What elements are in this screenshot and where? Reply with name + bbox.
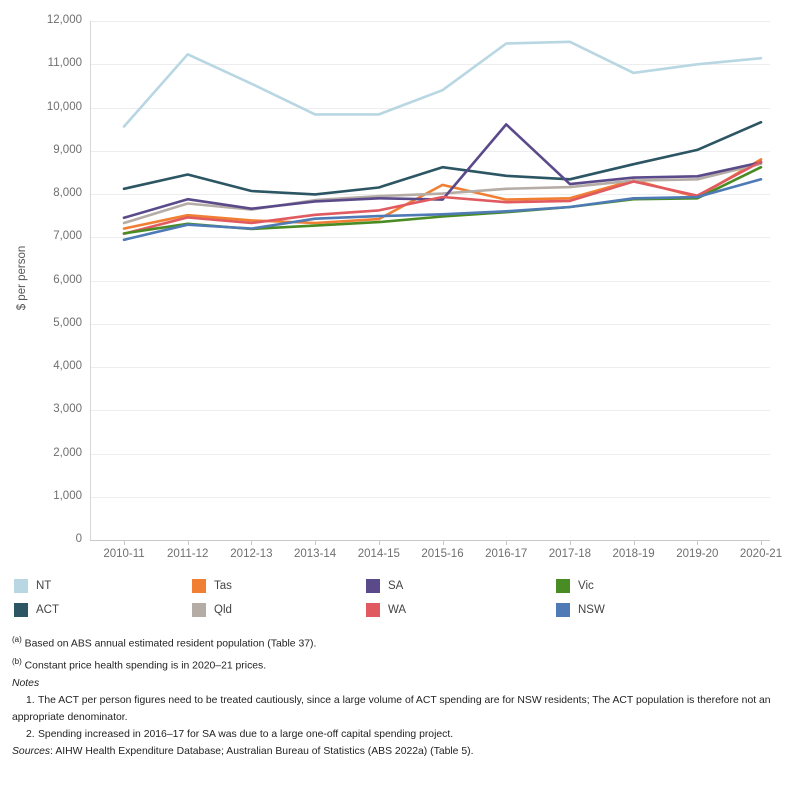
x-axis-line (90, 540, 770, 541)
x-axis-tick-mark (124, 540, 125, 545)
note-2-text: Spending increased in 2016–17 for SA was… (38, 728, 454, 740)
legend-item-sa[interactable]: SA (366, 578, 403, 594)
legend-item-qld[interactable]: Qld (192, 602, 232, 618)
x-axis-tick-label: 2020-21 (739, 548, 783, 560)
x-axis-tick-mark (569, 540, 571, 545)
y-axis-tick-label: 0 (75, 533, 82, 545)
legend-swatch-qld (192, 603, 206, 617)
x-axis-tick-label: 2016-17 (485, 548, 528, 560)
gridline (90, 410, 770, 412)
x-axis-tick-label: 2018-19 (612, 548, 655, 560)
gridline (90, 107, 770, 109)
y-axis-tick-label: 5,000 (53, 316, 82, 329)
legend-label: NSW (578, 604, 605, 616)
legend-label: SA (388, 580, 404, 592)
y-axis-tick-label: 2,000 (53, 446, 82, 459)
legend-swatch-wa (366, 603, 380, 617)
footnote-b: (b) Constant price health spending is in… (12, 654, 790, 675)
x-axis-tick-label: 2010-11 (103, 548, 145, 560)
note-2: 2. Spending increased in 2016–17 for SA w… (12, 727, 790, 743)
y-axis-tick-label: 10,000 (46, 100, 82, 113)
chart-footnotes: (a) Based on ABS annual estimated reside… (12, 632, 790, 762)
footnote-b-text: Constant price health spending is in 202… (24, 660, 267, 672)
gridline (90, 64, 770, 66)
x-axis-tick-label: 2019-20 (676, 548, 719, 560)
legend-swatch-act (14, 603, 28, 617)
x-axis-tick-label: 2015-16 (421, 548, 464, 560)
gridline (90, 367, 770, 368)
sources-text: : AIHW Health Expenditure Database; Aust… (50, 746, 474, 758)
gridline (90, 21, 770, 22)
legend-label: Tas (214, 580, 232, 592)
series-line-wa (122, 160, 763, 236)
x-axis-tick-mark (761, 540, 762, 545)
x-axis-tick-label: 2011-12 (167, 548, 209, 560)
x-axis-tick-label: 2012-13 (230, 548, 273, 560)
footnote-a: (a) Based on ABS annual estimated reside… (12, 632, 790, 653)
x-axis-tick-mark (442, 540, 444, 545)
chart-legend: NT Tas SA Vic ACT Qld WA NSW (10, 578, 710, 626)
y-axis-tick-label: 12,000 (46, 14, 82, 26)
footnote-b-marker: (b) (12, 656, 22, 666)
series-line-act (122, 120, 763, 196)
note-1: 1. The ACT per person figures need to be … (12, 693, 790, 726)
gridline (90, 453, 770, 455)
legend-item-wa[interactable]: WA (366, 602, 406, 618)
y-axis-line (90, 21, 91, 540)
legend-swatch-nsw (556, 603, 570, 617)
y-axis-tick-label: 11,000 (47, 57, 82, 70)
notes-heading: Notes (12, 677, 40, 689)
x-axis-tick-mark (633, 540, 635, 545)
legend-label: WA (388, 604, 407, 616)
x-axis-tick-mark (697, 540, 699, 545)
x-axis-tick-mark (378, 540, 380, 545)
footnote-a-marker: (a) (12, 635, 22, 644)
series-line-nt (122, 40, 763, 128)
legend-item-act[interactable]: ACT (14, 602, 59, 618)
gridline (90, 323, 770, 325)
y-axis-tick-label: 1,000 (53, 489, 82, 502)
gridline (90, 237, 770, 239)
series-line-qld (122, 162, 763, 225)
legend-item-tas[interactable]: Tas (192, 578, 232, 594)
legend-swatch-sa (366, 579, 380, 593)
line-chart: 12,000 11,000 10,000 9,000 8,000 7,000 6,000 5,… (16, 14, 783, 560)
legend-item-nsw[interactable]: NSW (556, 602, 605, 618)
legend-swatch-vic (556, 579, 570, 593)
legend-label: Qld (214, 604, 232, 616)
sources-line: Sources: AIHW Health Expenditure Databas… (12, 744, 790, 760)
x-axis-tick-mark (187, 540, 189, 545)
y-axis-tick-label: 8,000 (53, 187, 82, 199)
legend-label: ACT (36, 604, 59, 616)
series-lines (122, 40, 763, 242)
x-axis-tick-mark (315, 540, 317, 545)
legend-swatch-tas (192, 579, 206, 593)
note-2-number: 2. (26, 728, 35, 740)
x-axis-tick-mark (251, 540, 253, 545)
x-axis-tick-label: 2014-15 (357, 548, 400, 560)
series-line-nsw (122, 178, 763, 242)
x-axis-tick-mark (506, 540, 508, 545)
legend-swatch-nt (14, 579, 28, 593)
gridline (90, 150, 770, 152)
series-line-sa (122, 123, 763, 220)
note-1-text: The ACT per person figures need to be tr… (12, 695, 771, 723)
sources-label: Sources (12, 746, 51, 758)
legend-item-nt[interactable]: NT (14, 578, 51, 594)
note-1-number: 1. (26, 695, 35, 707)
y-axis-tick-label: 7,000 (53, 230, 82, 243)
gridline (90, 496, 770, 498)
y-axis-tick-label: 6,000 (53, 273, 82, 286)
x-axis-tick-label: 2017-18 (548, 548, 591, 560)
y-axis-tick-label: 9,000 (53, 143, 82, 156)
footnote-a-text: Based on ABS annual estimated resident p… (24, 638, 317, 650)
legend-label: Vic (578, 580, 594, 592)
x-axis-tick-label: 2013-14 (293, 548, 337, 560)
legend-item-vic[interactable]: Vic (556, 578, 594, 594)
gridline (90, 280, 770, 282)
legend-label: NT (36, 580, 52, 592)
y-axis-tick-label: 3,000 (53, 403, 82, 416)
y-axis-tick-label: 4,000 (53, 360, 82, 372)
